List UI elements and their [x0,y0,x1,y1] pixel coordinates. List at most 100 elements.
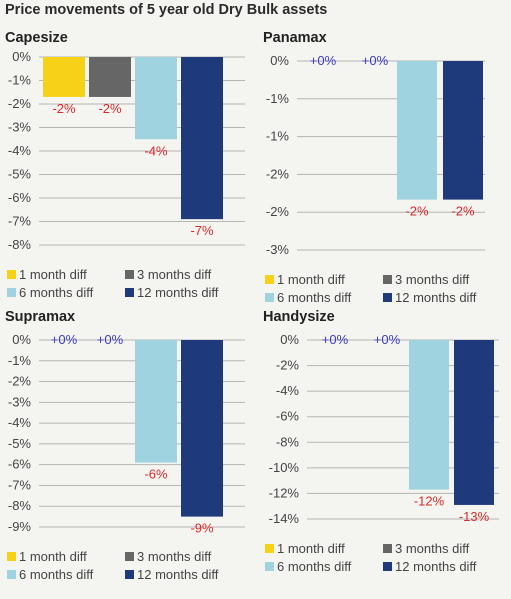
legend-label: 12 months diff [137,567,219,582]
chart-plot: 0% -1% -1% -2% -2% -3% +0% +0% -2% -2% [266,53,485,257]
y-tick-label: -9% [8,519,32,534]
bar-1-month-diff [43,57,85,97]
y-tick-label: -6% [276,409,300,424]
y-tick-label: -5% [8,436,32,451]
y-tick-label: -3% [8,394,32,409]
data-label: +0% [362,53,389,68]
legend-label: 6 months diff [277,290,352,305]
legend-swatch [7,288,16,297]
legend-label: 6 months diff [277,559,352,574]
legend-label: 12 months diff [395,290,477,305]
chart-plot: 0% -1% -2% -3% -4% -5% -6% -7% -8% -9% +0% +0% -6% -9… [8,332,245,536]
bar-3-months-diff [89,57,131,97]
supramax-chart: Supramax 0% -1% -2% -3% -4% -5% -6% -7% -8% -9% +0… [5,309,255,599]
chart-title: Capesize [5,30,68,46]
legend-swatch [383,293,392,302]
bar-12-months-diff [454,340,494,505]
bar-12-months-diff [443,61,483,200]
y-tick-label: -10% [269,460,300,475]
data-label: +0% [374,332,401,347]
y-tick-label: -4% [8,415,32,430]
chart-legend: 1 month diff 3 months diff 6 months diff 12… [7,267,252,303]
y-tick-label: -8% [276,434,300,449]
legend-item: 1 month diff [265,272,345,287]
chart-title: Handysize [263,309,335,325]
legend-label: 3 months diff [137,267,212,282]
y-tick-label: -2% [266,166,290,181]
data-label: +0% [322,332,349,347]
chart-plot: 0% -2% -4% -6% -8% -10% -12% -14% +0% +0% -12% -13% [269,332,499,526]
panamax-chart: Panamax 0% -1% -1% -2% -2% -3% +0% +0% -2% -2% 1 m… [263,30,511,320]
legend-item: 3 months diff [125,549,211,564]
bar-6-months-diff [135,57,177,140]
legend-swatch [265,275,274,284]
chart-legend: 1 month diff 3 months diff 6 months diff 12… [265,541,510,577]
legend-swatch [125,552,134,561]
legend-swatch [7,570,16,579]
data-label: -4% [144,143,168,158]
y-tick-label: -14% [269,511,300,526]
legend-label: 1 month diff [277,272,345,287]
data-label: -12% [414,494,445,509]
y-tick-label: -6% [8,457,32,472]
legend-swatch [383,275,392,284]
chart-title: Supramax [5,309,76,325]
chart-plot: 0% -1% -2% -3% -4% -5% -6% -7% -8% -2% -2% -4% -7% [8,49,245,252]
y-tick-label: -2% [8,374,32,389]
legend-label: 3 months diff [395,541,470,556]
y-tick-label: -3% [266,242,290,257]
legend-item: 12 months diff [125,567,218,582]
legend-item: 6 months diff [7,285,93,300]
y-tick-label: -2% [266,204,290,219]
y-tick-label: -1% [266,91,290,106]
y-tick-label: -6% [8,190,32,205]
legend-swatch [383,544,392,553]
legend-label: 6 months diff [19,285,94,300]
legend-label: 1 month diff [19,549,87,564]
bar-6-months-diff [409,340,449,490]
y-tick-label: 0% [270,53,289,68]
capesize-chart: Capesize 0% -1% -2% -3% -4% -5% -6% -7% -8% -2% -2… [5,30,255,320]
data-label: +0% [51,332,78,347]
legend-label: 1 month diff [19,267,87,282]
data-label: -2% [52,101,76,116]
data-label: -2% [98,101,122,116]
legend-swatch [7,270,16,279]
legend-swatch [265,562,274,571]
legend-swatch [7,552,16,561]
legend-item: 1 month diff [7,267,87,282]
bar-12-months-diff [181,340,223,517]
legend-label: 1 month diff [277,541,345,556]
legend-item: 12 months diff [383,559,476,574]
y-tick-label: -4% [276,383,300,398]
data-label: -9% [190,521,214,536]
y-tick-label: -1% [8,73,32,88]
legend-swatch [265,293,274,302]
y-tick-label: -2% [276,358,300,373]
chart-title: Panamax [263,30,327,46]
y-tick-label: -4% [8,143,32,158]
y-tick-label: -8% [8,237,32,252]
y-tick-label: -3% [8,120,32,135]
y-tick-label: -8% [8,498,32,513]
y-tick-label: 0% [12,49,31,64]
legend-label: 6 months diff [19,567,94,582]
data-label: +0% [310,53,337,68]
bar-12-months-diff [181,57,223,220]
chart-legend: 1 month diff 3 months diff 6 months diff 12… [7,549,252,585]
legend-item: 6 months diff [7,567,93,582]
y-tick-label: -12% [269,485,300,500]
data-label: -13% [459,509,490,524]
data-label: +0% [97,332,124,347]
legend-swatch [383,562,392,571]
page-title: Price movements of 5 year old Dry Bulk a… [5,2,328,18]
legend-item: 6 months diff [265,290,351,305]
legend-item: 3 months diff [383,541,469,556]
data-label: -6% [144,467,168,482]
y-tick-label: -5% [8,167,32,182]
legend-swatch [125,570,134,579]
legend-item: 1 month diff [7,549,87,564]
legend-label: 3 months diff [137,549,212,564]
legend-swatch [125,288,134,297]
bar-6-months-diff [397,61,437,200]
